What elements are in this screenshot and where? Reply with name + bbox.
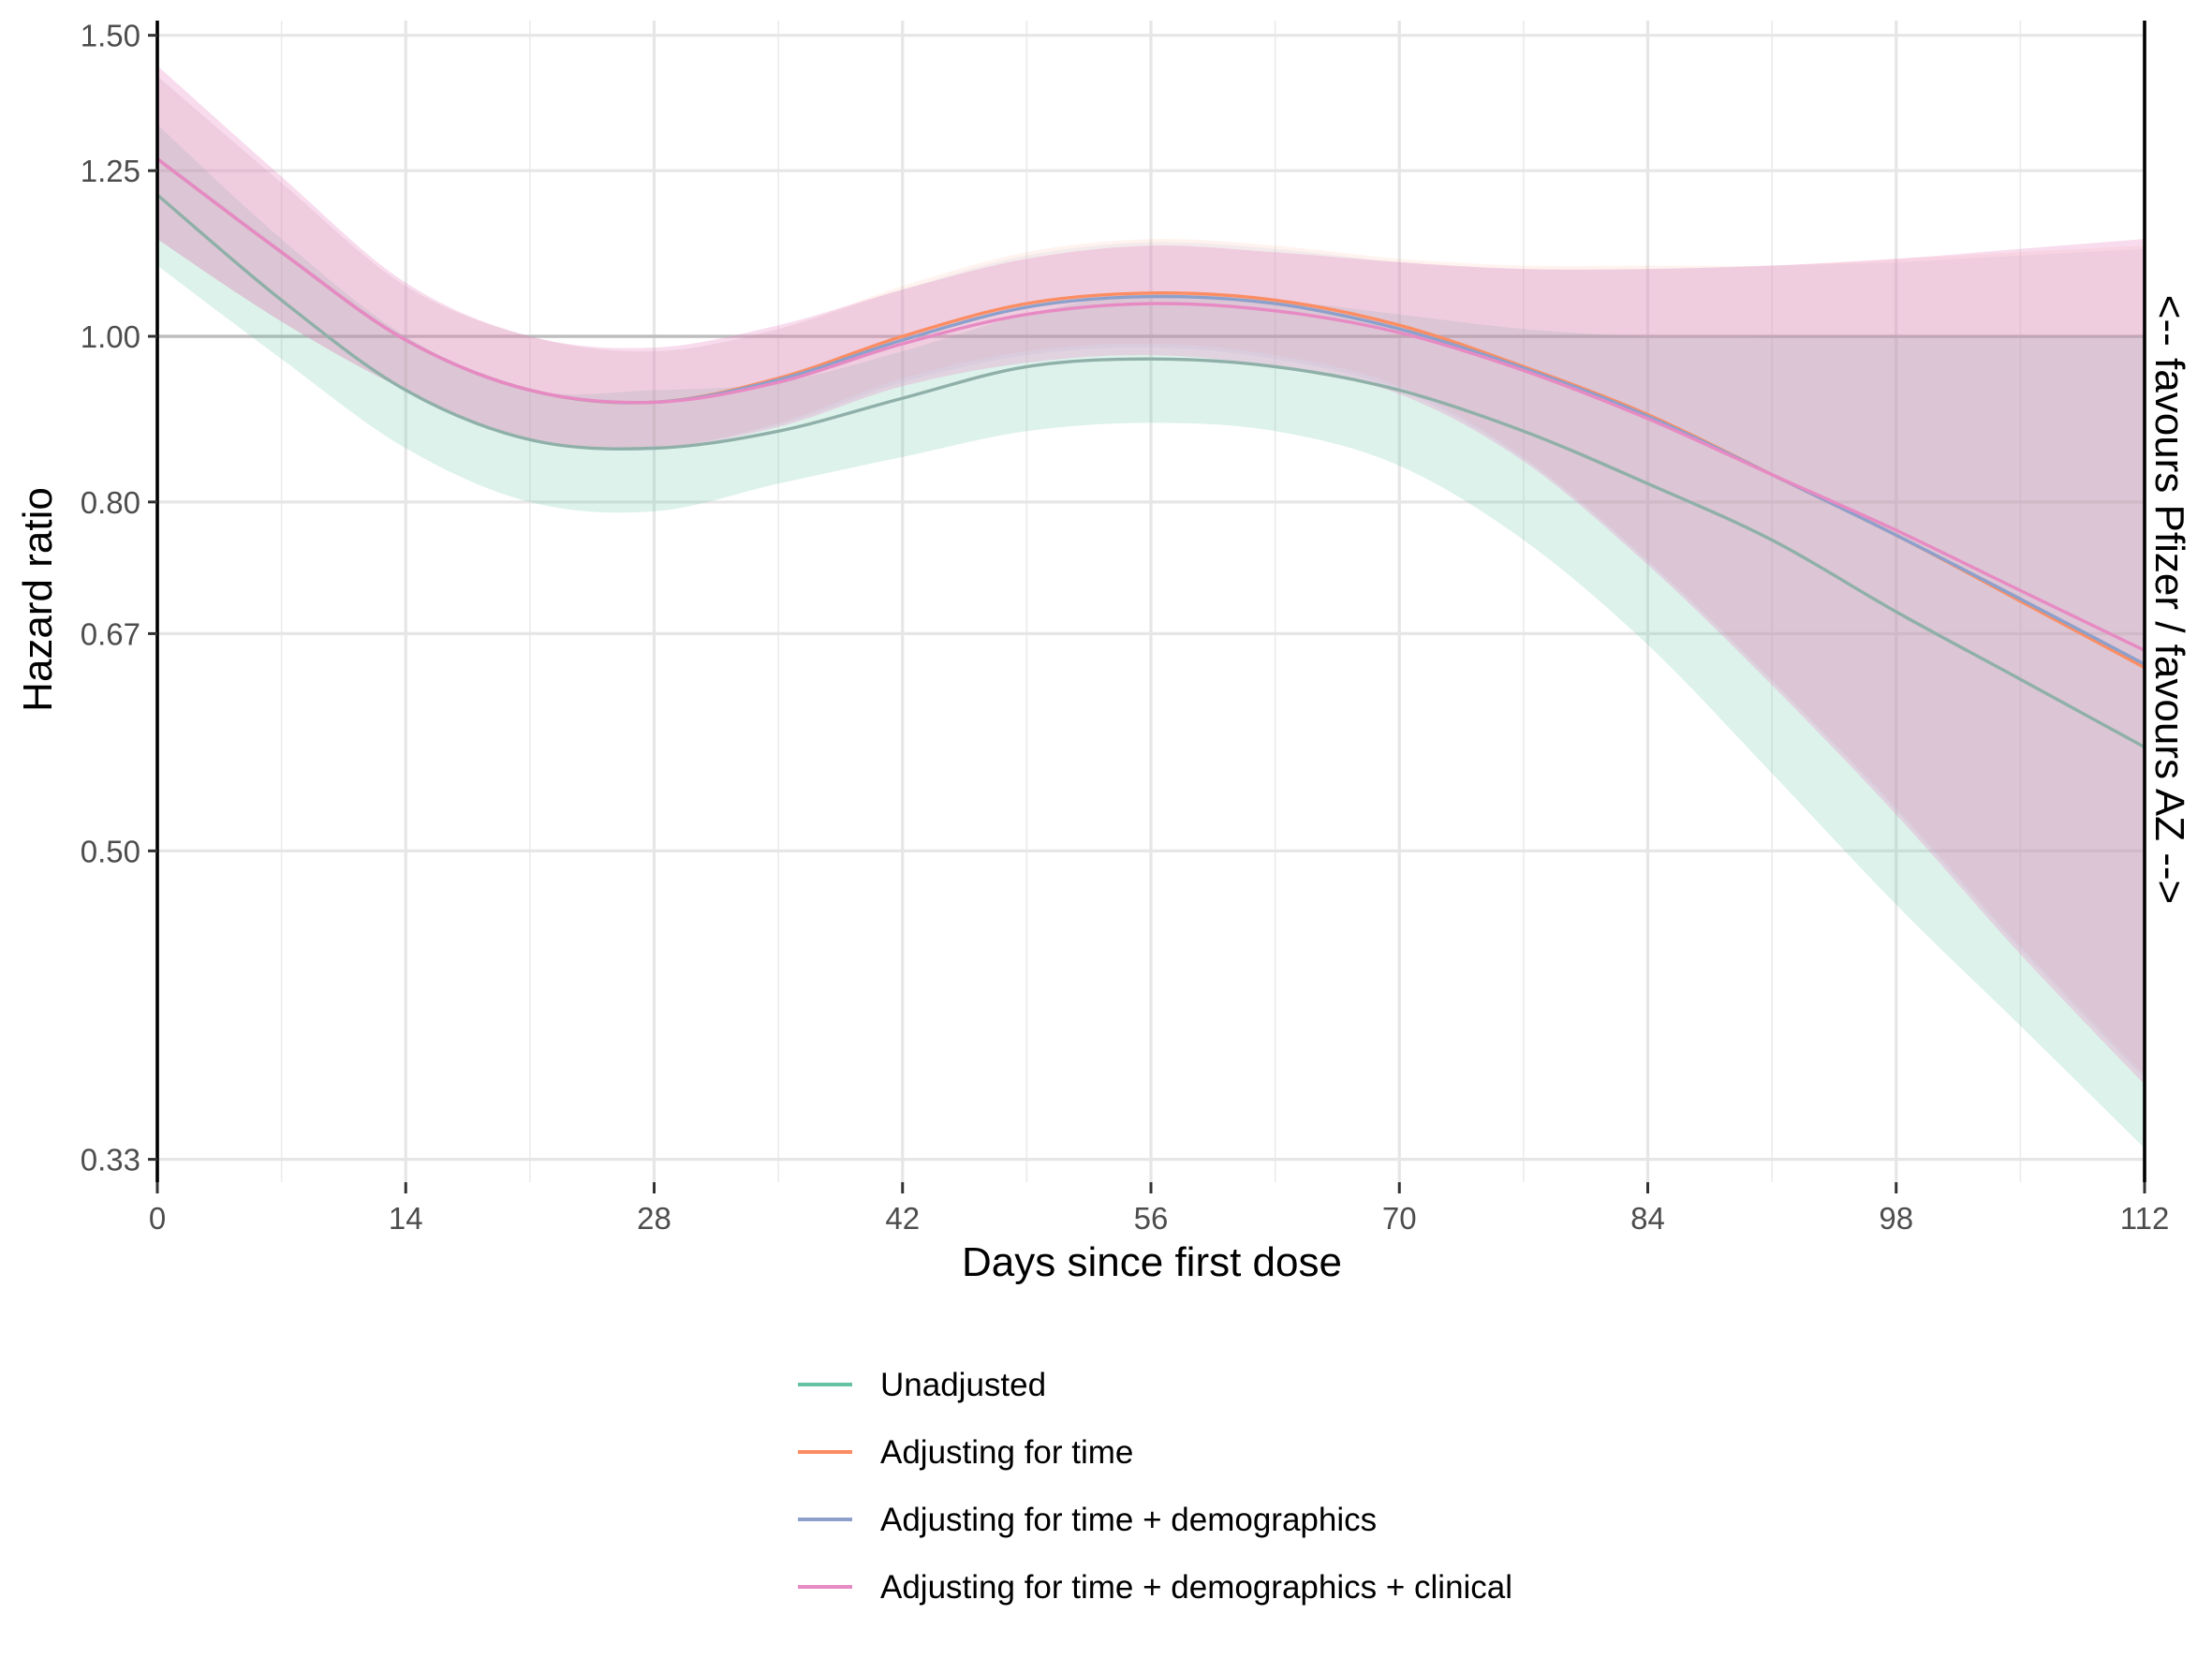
y-tick-label: 0.50	[81, 834, 140, 868]
axes	[148, 21, 2146, 1193]
legend-label: Adjusting for time	[880, 1434, 1133, 1471]
legend-label: Unadjusted	[880, 1367, 1046, 1403]
legend-label: Adjusting for time + demographics + clin…	[880, 1569, 1512, 1606]
y-tick-label: 0.80	[81, 485, 140, 520]
y-tick-label: 1.00	[81, 319, 140, 354]
x-tick-labels: 0 14 28 42 56 70 84 98 112	[149, 1201, 2169, 1236]
confidence-band	[157, 76, 2145, 1079]
series-line	[155, 193, 2146, 749]
confidence-band	[157, 125, 2145, 1148]
y-tick-label: 0.67	[81, 616, 140, 651]
x-tick-label: 0	[149, 1201, 166, 1236]
x-tick-label: 28	[637, 1201, 671, 1236]
series-line	[155, 157, 2146, 652]
confidence-bands	[157, 66, 2145, 1148]
series-lines	[155, 157, 2146, 749]
x-tick-label: 98	[1879, 1201, 1913, 1236]
legend-item: Adjusting for time + demographics	[798, 1502, 1377, 1538]
y-tick-label: 0.33	[81, 1143, 140, 1178]
confidence-band	[157, 66, 2145, 1085]
x-tick-label: 112	[2120, 1201, 2170, 1236]
y-tick-label: 1.25	[81, 154, 140, 188]
x-tick-label: 70	[1382, 1201, 1417, 1236]
grid-minor	[280, 21, 2022, 1182]
x-tick-label: 84	[1630, 1201, 1665, 1236]
x-tick-label: 14	[389, 1201, 423, 1236]
confidence-band	[157, 76, 2145, 1074]
x-axis-title: Days since first dose	[962, 1239, 1342, 1285]
x-tick-label: 42	[885, 1201, 920, 1236]
legend-item: Adjusting for time	[798, 1434, 1133, 1471]
y-tick-labels: 0.33 0.50 0.67 0.80 1.00 1.25 1.50	[81, 19, 140, 1178]
y-tick-label: 1.50	[81, 19, 140, 53]
legend: Unadjusted Adjusting for time Adjusting fo…	[798, 1367, 1512, 1606]
x-tick-label: 56	[1134, 1201, 1169, 1236]
y-axis-title: Hazard ratio	[15, 487, 61, 712]
legend-label: Adjusting for time + demographics	[880, 1502, 1377, 1538]
legend-item: Adjusting for time + demographics + clin…	[798, 1569, 1512, 1606]
secondary-axis-label: <-- favours Pfizer / favours AZ -->	[2146, 295, 2192, 904]
legend-item: Unadjusted	[798, 1367, 1046, 1403]
